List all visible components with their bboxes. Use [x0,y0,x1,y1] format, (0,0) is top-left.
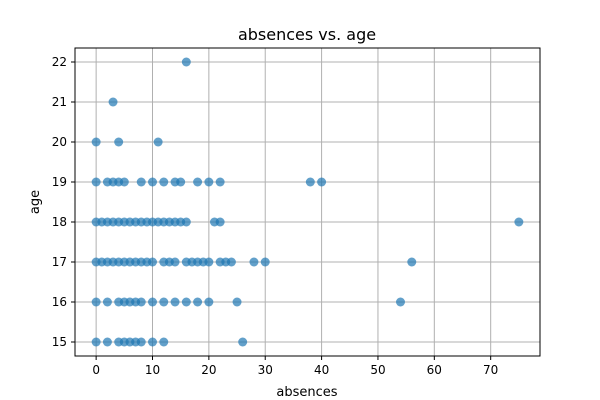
plot-frame [74,47,541,357]
scatter-point [159,297,169,307]
scatter-point [181,57,191,67]
scatter-point [148,297,157,307]
y-tick-label: 21 [52,95,67,109]
y-tick-label: 22 [52,55,67,69]
scatter-point [136,297,146,307]
scatter-point [170,257,180,267]
scatter-point [305,177,315,187]
scatter-point [215,177,225,187]
scatter-point [204,177,214,187]
scatter-point [238,337,248,347]
data-points [91,57,524,347]
x-axis-label: absences [276,385,337,400]
x-tick-label: 10 [145,363,160,377]
scatter-point [153,137,163,147]
x-tick-label: 30 [258,363,273,377]
scatter-point [119,177,129,187]
scatter-point [193,177,203,187]
scatter-point [91,297,101,307]
scatter-point [170,297,180,307]
scatter-point [249,257,259,267]
scatter-point [102,337,112,347]
scatter-point [136,177,146,187]
scatter-point [159,177,169,187]
y-tick-label: 20 [52,135,67,149]
x-tick-label: 20 [201,363,216,377]
scatter-point [102,297,112,307]
x-tick-label: 70 [483,363,498,377]
scatter-point [317,177,327,187]
scatter-point [181,217,191,227]
scatter-point [514,217,524,227]
chart-title: absences vs. age [238,25,376,44]
scatter-point [136,337,146,347]
scatter-point [148,337,157,347]
scatter-point [114,137,124,147]
grid-lines [75,48,540,356]
scatter-point [91,177,101,187]
y-axis-label: age [28,190,43,214]
scatter-point [148,177,157,187]
y-tick-label: 18 [52,215,67,229]
scatter-point [204,257,214,267]
scatter-point [204,297,214,307]
y-tick-label: 17 [52,255,67,269]
scatter-point [260,257,270,267]
scatter-point [91,137,101,147]
scatter-point [159,337,169,347]
scatter-point [215,217,225,227]
x-tick-label: 60 [427,363,442,377]
x-tick-label: 0 [92,363,100,377]
scatter-point [396,297,405,307]
scatter-point [407,257,417,267]
y-tick-label: 16 [52,295,67,309]
scatter-point [148,257,157,267]
x-tick-label: 50 [370,363,385,377]
y-tick-label: 15 [52,335,67,349]
scatter-point [91,337,101,347]
scatter-point [181,297,191,307]
axis-ticks: 0 10 20 30 40 50 60 70 15 16 17 18 19 20 21 22 [52,55,499,377]
y-tick-label: 19 [52,175,67,189]
scatter-point [108,97,118,107]
scatter-point [226,257,236,267]
scatter-point [193,297,203,307]
scatter-point [232,297,242,307]
scatter-point [176,177,186,187]
x-tick-label: 40 [314,363,329,377]
